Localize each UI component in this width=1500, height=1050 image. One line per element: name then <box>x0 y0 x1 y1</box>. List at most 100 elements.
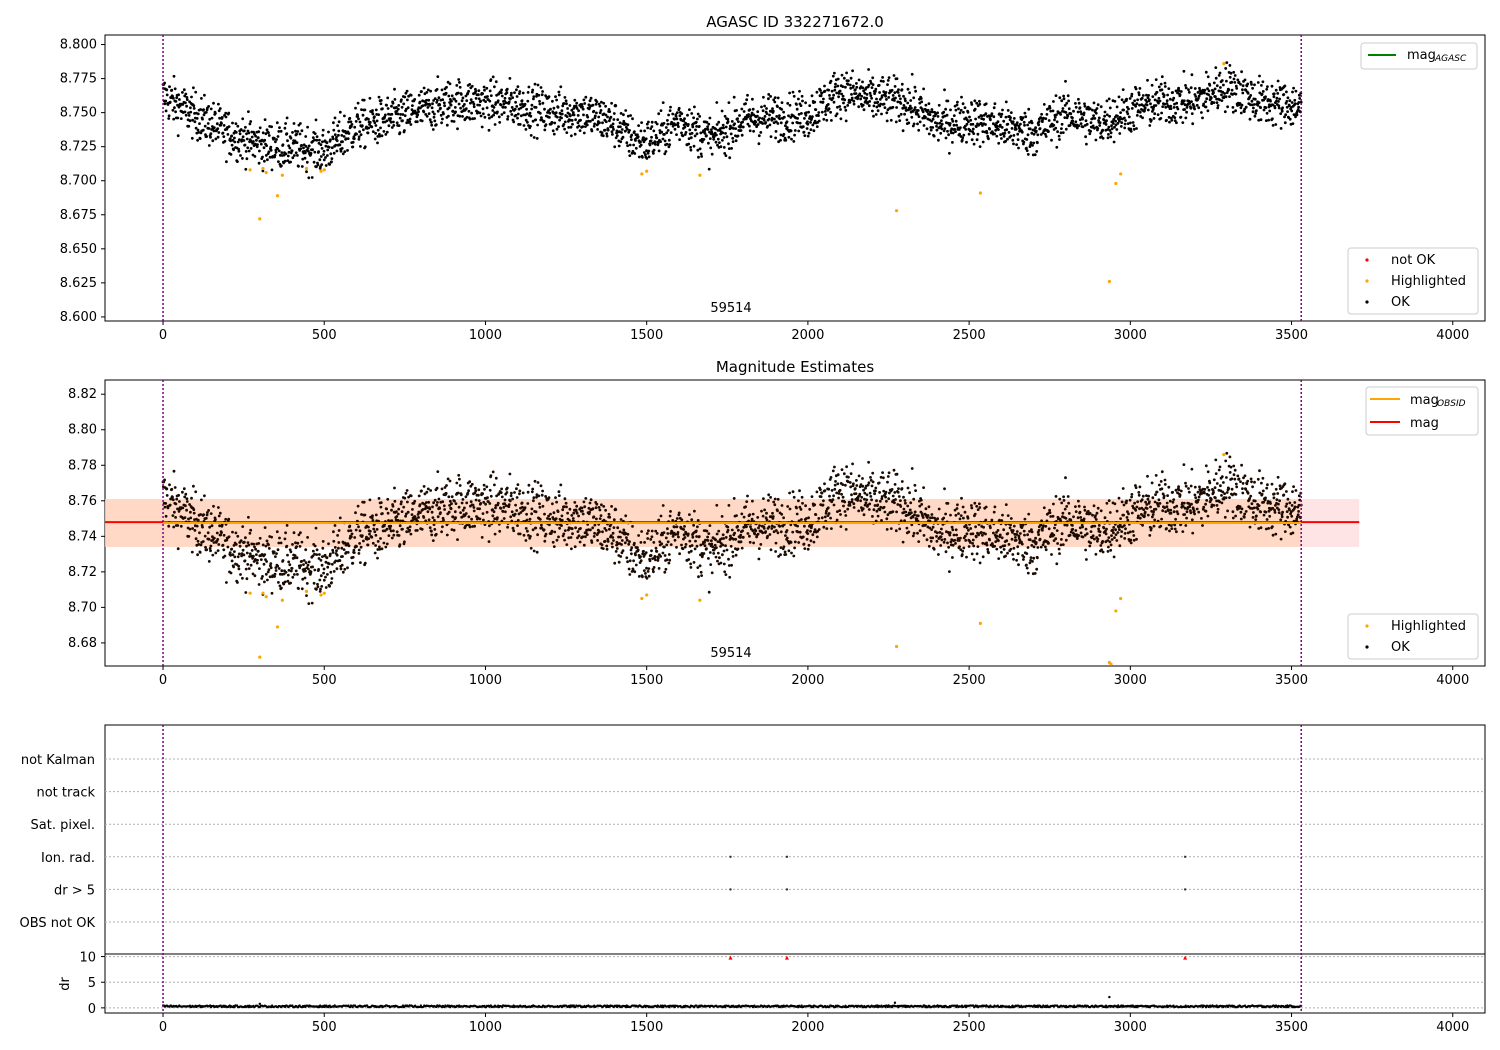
point-ok <box>209 132 213 136</box>
point-ok <box>1249 80 1253 84</box>
point-ok <box>1067 99 1070 103</box>
point-ok <box>697 575 700 579</box>
point-ok <box>793 540 797 544</box>
point-ok <box>263 159 266 163</box>
point-ok <box>270 535 273 539</box>
point-ok <box>329 138 332 142</box>
point-ok <box>425 91 429 94</box>
point-ok <box>708 551 712 554</box>
point-ok <box>784 138 788 142</box>
point-ok <box>1206 109 1210 113</box>
point-ok <box>822 499 825 503</box>
point-ok <box>456 127 459 131</box>
point-ok <box>833 487 837 491</box>
point-ok <box>688 539 692 543</box>
point-ok <box>732 126 735 130</box>
point-ok <box>203 494 206 498</box>
point-ok <box>1105 119 1108 123</box>
point-ok <box>762 497 765 500</box>
point-ok <box>352 548 356 552</box>
point-ok <box>829 476 833 479</box>
point-ok <box>767 93 771 96</box>
point-ok <box>637 575 641 578</box>
point-ok <box>231 530 234 534</box>
point-ok <box>739 540 743 544</box>
point-ok <box>874 489 877 493</box>
point-ok <box>817 119 821 123</box>
point-ok <box>1011 138 1015 142</box>
point-ok <box>971 127 975 131</box>
point-ok <box>478 111 482 115</box>
point-ok <box>692 523 695 527</box>
point-ok <box>805 127 809 130</box>
point-ok <box>652 541 656 544</box>
point-ok <box>1140 96 1144 100</box>
point-ok <box>508 499 512 503</box>
point-ok <box>374 513 378 517</box>
point-ok <box>917 128 921 132</box>
point-ok <box>172 469 176 473</box>
point-ok <box>922 87 925 91</box>
point-ok <box>469 98 473 101</box>
point-ok <box>280 164 283 168</box>
point-ok <box>898 119 902 122</box>
point-ok <box>1089 121 1093 124</box>
point-ok <box>452 120 456 123</box>
point-ok <box>867 508 871 511</box>
point-ok <box>639 143 643 147</box>
point-ok <box>1019 122 1022 126</box>
point-ok <box>668 143 672 147</box>
point-ok <box>1085 142 1088 146</box>
point-ok <box>258 149 261 153</box>
point-ok <box>274 555 277 558</box>
point-ok <box>189 510 192 514</box>
point-ok <box>1264 119 1268 122</box>
point-ok <box>1241 88 1244 92</box>
point-ok <box>724 154 728 158</box>
point-ok <box>687 142 691 146</box>
point-ok <box>1187 88 1190 91</box>
point-ok <box>547 109 550 113</box>
point-ok <box>363 108 367 112</box>
point-ok <box>1129 121 1132 125</box>
point-ok <box>917 115 921 118</box>
point-ok <box>222 548 226 552</box>
point-ok <box>1014 127 1018 131</box>
point-ok <box>772 121 776 125</box>
point-ok <box>402 505 406 509</box>
point-ok <box>694 539 697 543</box>
point-ok <box>954 108 958 112</box>
point-ok <box>163 505 167 509</box>
point-ok <box>1109 135 1113 139</box>
point-ok <box>1083 104 1087 108</box>
point-ok <box>849 472 853 475</box>
point-ok <box>229 153 233 156</box>
point-ok <box>1143 106 1147 110</box>
point-ok <box>791 90 795 94</box>
point-ok <box>464 512 468 515</box>
point-ok <box>864 501 868 505</box>
point-ok <box>474 89 478 93</box>
point-ok <box>807 516 810 520</box>
point-ok <box>311 148 314 152</box>
point-ok <box>514 503 517 507</box>
point-ok <box>515 487 518 491</box>
point-ok <box>1037 123 1040 127</box>
point-ok <box>782 110 785 114</box>
point-ok <box>398 543 402 546</box>
point-ok <box>1135 127 1138 130</box>
point-ok <box>1106 136 1110 140</box>
point-ok <box>515 509 519 512</box>
point-ok <box>362 500 366 504</box>
point-ok <box>318 138 321 142</box>
point-ok <box>389 524 393 528</box>
point-ok <box>385 507 388 511</box>
point-ok <box>516 483 520 486</box>
point-ok <box>179 524 183 528</box>
point-ok <box>770 118 774 122</box>
point-highlighted <box>698 173 702 177</box>
point-ok <box>827 512 831 515</box>
point-ok <box>306 536 309 539</box>
point-ok <box>666 527 669 531</box>
point-ok <box>727 557 730 561</box>
